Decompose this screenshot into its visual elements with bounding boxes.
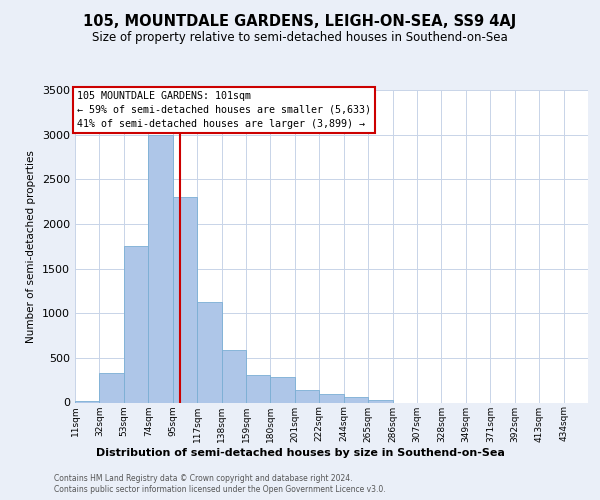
Text: Contains HM Land Registry data © Crown copyright and database right 2024.: Contains HM Land Registry data © Crown c… <box>54 474 353 483</box>
Text: Contains public sector information licensed under the Open Government Licence v3: Contains public sector information licen… <box>54 485 386 494</box>
Bar <box>197 302 221 402</box>
Bar <box>75 400 100 402</box>
Bar <box>124 246 148 402</box>
Y-axis label: Number of semi-detached properties: Number of semi-detached properties <box>26 150 37 342</box>
Bar <box>271 376 295 402</box>
Bar <box>344 397 368 402</box>
Bar <box>319 394 344 402</box>
Bar <box>368 400 392 402</box>
Text: Distribution of semi-detached houses by size in Southend-on-Sea: Distribution of semi-detached houses by … <box>95 448 505 458</box>
Bar <box>100 373 124 402</box>
Bar <box>148 134 173 402</box>
Text: 105, MOUNTDALE GARDENS, LEIGH-ON-SEA, SS9 4AJ: 105, MOUNTDALE GARDENS, LEIGH-ON-SEA, SS… <box>83 14 517 29</box>
Bar <box>246 375 271 402</box>
Bar <box>173 197 197 402</box>
Text: 105 MOUNTDALE GARDENS: 101sqm
← 59% of semi-detached houses are smaller (5,633)
: 105 MOUNTDALE GARDENS: 101sqm ← 59% of s… <box>77 91 371 129</box>
Bar <box>221 350 246 403</box>
Bar <box>295 390 319 402</box>
Text: Size of property relative to semi-detached houses in Southend-on-Sea: Size of property relative to semi-detach… <box>92 31 508 44</box>
